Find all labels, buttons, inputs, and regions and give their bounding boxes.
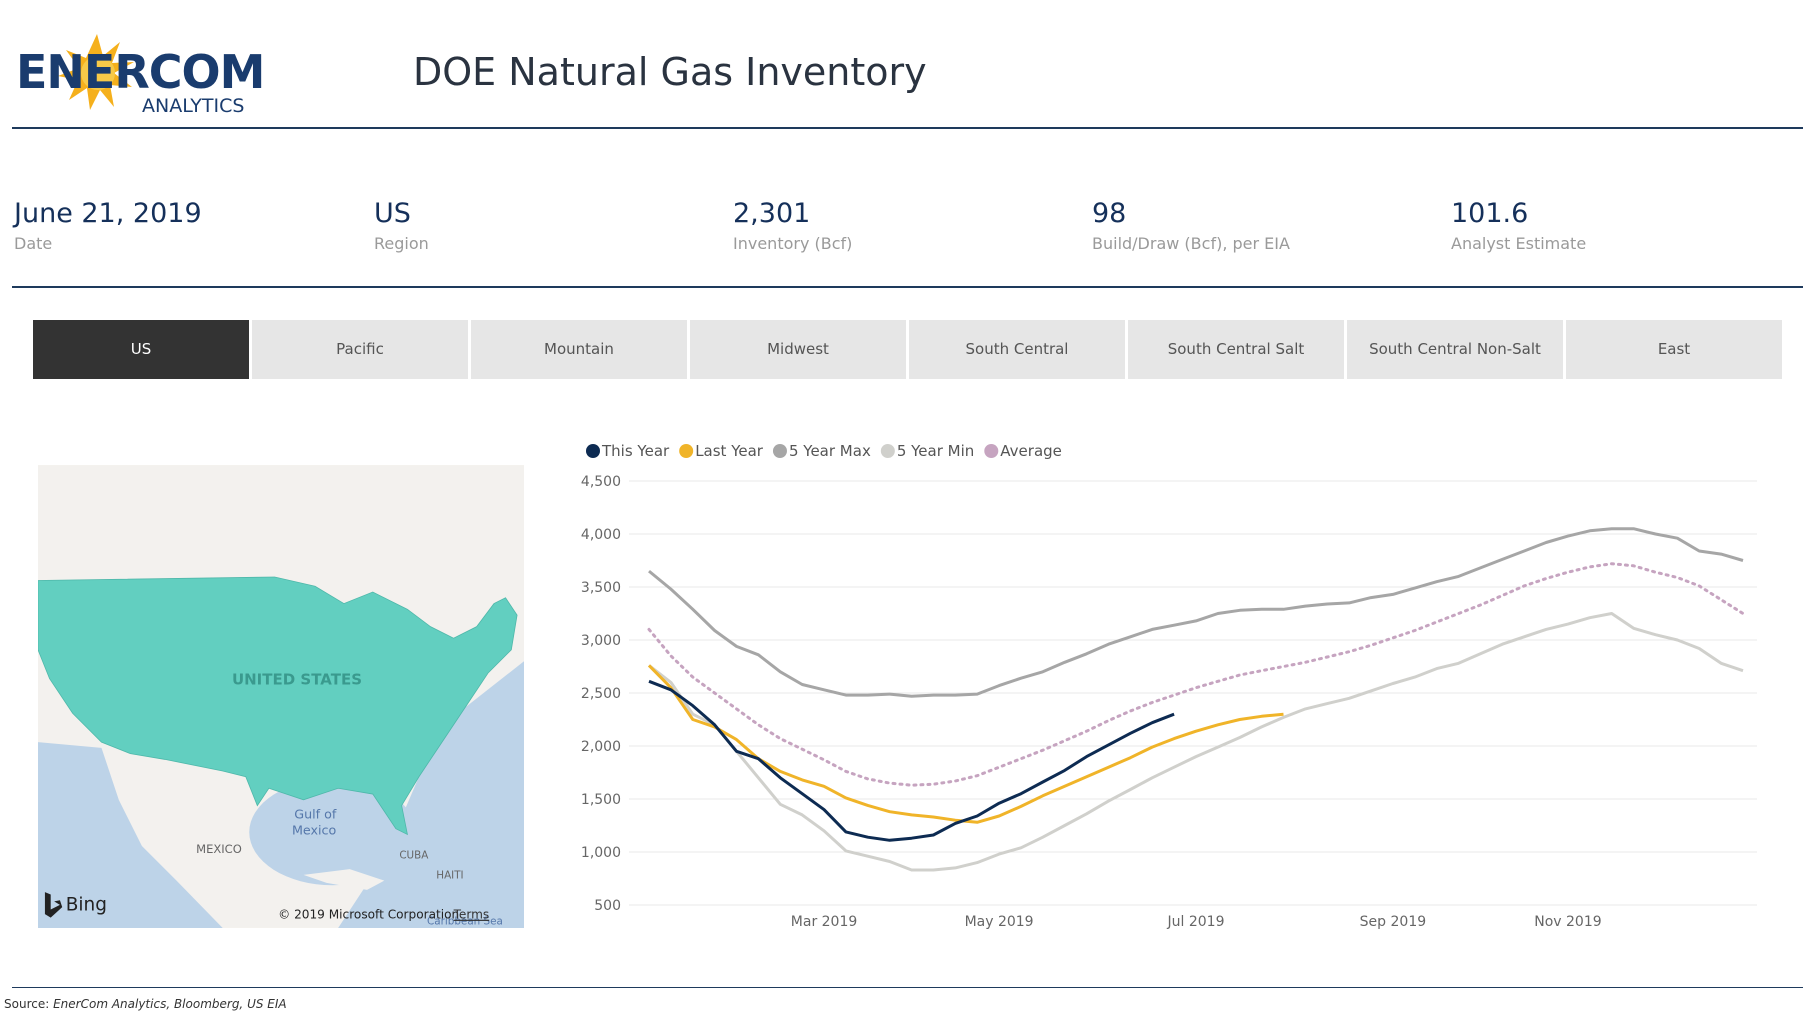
- y-tick-label: 1,000: [581, 845, 621, 861]
- y-tick-label: 2,000: [581, 739, 621, 755]
- region-tab[interactable]: South Central Non-Salt: [1347, 320, 1563, 379]
- legend-label: Last Year: [695, 442, 764, 460]
- series-line: [647, 562, 1745, 787]
- series-line: [648, 612, 1744, 872]
- map-us: [38, 576, 518, 836]
- map-label: HAITI: [436, 869, 463, 881]
- y-tick-label: 4,500: [581, 474, 621, 490]
- region-tab[interactable]: South Central: [909, 320, 1125, 379]
- kpi-value: June 21, 2019: [14, 198, 202, 229]
- y-tick-label: 1,500: [581, 792, 621, 808]
- legend-marker: [679, 444, 694, 458]
- kpi-label: Build/Draw (Bcf), per EIA: [1092, 234, 1290, 253]
- kpi-value: 98: [1092, 198, 1127, 229]
- region-tab[interactable]: East: [1566, 320, 1782, 379]
- map-label: UNITED STATES: [232, 670, 362, 688]
- x-tick-label: Nov 2019: [1534, 914, 1601, 930]
- map-label: Gulf of: [294, 806, 337, 821]
- region-tab[interactable]: South Central Salt: [1128, 320, 1344, 379]
- legend-label: Average: [1000, 442, 1062, 460]
- page-title: DOE Natural Gas Inventory: [413, 50, 927, 94]
- divider: [12, 987, 1803, 988]
- series-line: [648, 679, 1175, 842]
- line-chart: 500 1,000 1,500 2,000 2,500 3,000 3,500 4,000 4,…: [581, 442, 1757, 930]
- series-line: [648, 527, 1744, 698]
- kpi-value: 101.6: [1451, 198, 1529, 229]
- kpi-label: Date: [14, 234, 53, 253]
- divider: [12, 286, 1803, 288]
- y-tick-label: 500: [594, 898, 621, 914]
- logo: ENERCOM ANALYTICS: [16, 34, 265, 117]
- y-tick-label: 4,000: [581, 527, 621, 543]
- region-tab[interactable]: Mountain: [471, 320, 687, 379]
- kpi-value: 2,301: [733, 198, 811, 229]
- logo-name: ENERCOM: [16, 45, 264, 99]
- x-tick-label: Jul 2019: [1167, 914, 1225, 930]
- x-tick-label: Mar 2019: [791, 914, 858, 930]
- legend-label: 5 Year Max: [789, 442, 871, 460]
- map-label: Caribbean Sea: [427, 915, 503, 927]
- region-tab[interactable]: US: [33, 320, 249, 379]
- y-tick-label: 3,000: [581, 633, 621, 649]
- map-water: [249, 779, 416, 886]
- map-brand: Bing: [66, 895, 107, 916]
- map-brand-icon: [44, 892, 63, 918]
- source-text: EnerCom Analytics, Bloomberg, US EIA: [53, 997, 287, 1011]
- region-tab[interactable]: Pacific: [252, 320, 468, 379]
- divider: [12, 127, 1803, 129]
- map-terms[interactable]: Terms: [453, 908, 490, 922]
- legend-marker: [984, 444, 999, 458]
- region-tab[interactable]: Midwest: [690, 320, 906, 379]
- legend-label: This Year: [601, 442, 670, 460]
- source: Source: EnerCom Analytics, Bloomberg, US…: [4, 997, 287, 1011]
- map-label: CUBA: [399, 850, 429, 862]
- logo-sub: ANALYTICS: [142, 95, 244, 117]
- map-water: [38, 742, 223, 928]
- map-copyright: © 2019 Microsoft Corporation: [278, 908, 459, 922]
- map-label: Mexico: [292, 822, 337, 837]
- kpi-label: Analyst Estimate: [1451, 234, 1587, 253]
- kpi-value: US: [374, 198, 411, 229]
- map-cuba: [303, 869, 385, 890]
- map: UNITED STATES Gulf of Mexico MEXICO CUBA…: [38, 465, 524, 928]
- legend-marker: [772, 444, 787, 458]
- map-label: MEXICO: [196, 842, 242, 856]
- y-tick-label: 2,500: [581, 686, 621, 702]
- source-label: Source:: [4, 997, 50, 1011]
- kpi-label: Region: [374, 234, 429, 253]
- legend-marker: [586, 444, 600, 458]
- legend-label: 5 Year Min: [897, 442, 974, 460]
- x-tick-label: May 2019: [965, 914, 1034, 930]
- logo-sun-core: [81, 56, 115, 90]
- kpi-label: Inventory (Bcf): [733, 234, 853, 253]
- y-tick-label: 3,500: [581, 580, 621, 596]
- x-tick-label: Sep 2019: [1360, 914, 1426, 930]
- legend-marker: [880, 444, 895, 458]
